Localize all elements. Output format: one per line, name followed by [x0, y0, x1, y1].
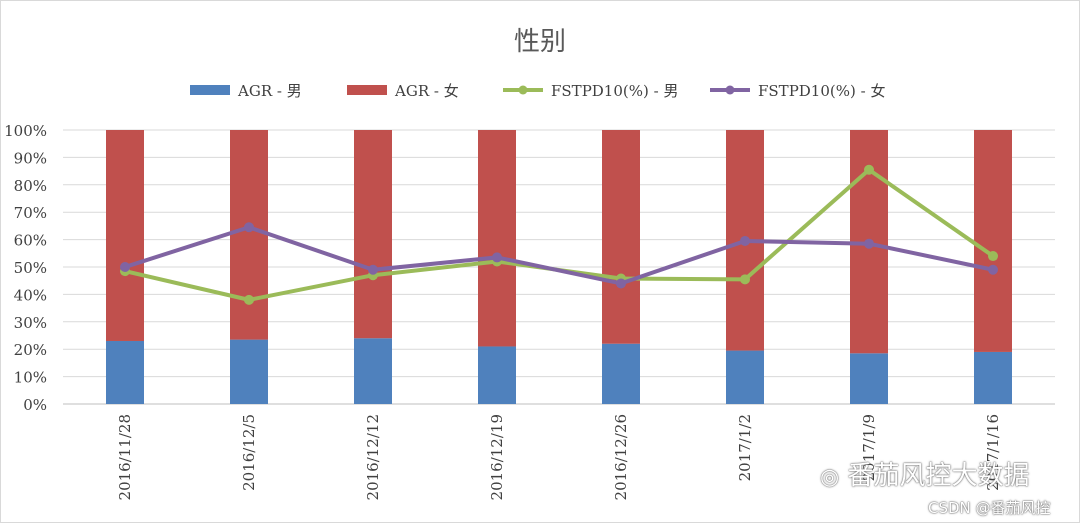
y-tick-label: 70%: [14, 204, 47, 222]
x-tick-label: 2016/12/5: [240, 414, 258, 491]
y-tick-label: 10%: [14, 369, 47, 387]
bar-segment-male: [478, 346, 516, 404]
bar-segment-male: [850, 353, 888, 404]
watermark: ◎ 番茄风控大数据: [820, 455, 1029, 492]
x-tick-label: 2016/12/12: [364, 414, 382, 500]
y-tick-label: 40%: [14, 286, 47, 304]
line-point-male: [740, 274, 750, 285]
legend-marker: [725, 85, 735, 95]
legend-label: FSTPD10(%) - 女: [758, 82, 885, 100]
bar-segment-male: [726, 350, 764, 404]
bar-segment-male: [230, 339, 268, 404]
x-tick-label: 2017/1/16: [984, 414, 1002, 491]
y-tick-label: 50%: [14, 259, 47, 277]
x-tick-label: 2017/1/9: [860, 414, 878, 481]
y-tick-label: 90%: [14, 149, 47, 167]
line-point-male: [864, 164, 874, 175]
watermark-main: 番茄风控大数据: [847, 461, 1030, 491]
watermark-sub: CSDN @番茄风控: [928, 499, 1051, 517]
legend-label: FSTPD10(%) - 男: [551, 82, 678, 100]
line-point-female: [120, 262, 130, 272]
line-point-female: [988, 264, 998, 275]
line-series-female: [123, 225, 995, 286]
line-point-female: [244, 222, 254, 233]
x-tick-label: 2016/12/26: [612, 414, 630, 500]
bar-segment-female: [230, 130, 268, 340]
legend-swatch-agr-male: [190, 85, 230, 95]
y-tick-label: 60%: [14, 232, 47, 250]
y-tick-label: 80%: [14, 177, 47, 195]
legend-swatch-agr-female: [347, 85, 387, 95]
x-tick-label: 2017/1/2: [736, 414, 754, 481]
line-point-male: [244, 294, 254, 305]
bar-segment-female: [478, 130, 516, 347]
y-tick-label: 100%: [4, 122, 47, 140]
chart-title: 性别: [514, 27, 566, 57]
line-point-female: [616, 278, 626, 289]
bar-segment-female: [354, 130, 392, 339]
wechat-icon: ◎: [820, 465, 840, 490]
x-tick-label: 2016/12/19: [488, 414, 506, 500]
bar-segment-female: [974, 130, 1012, 352]
bar-segment-male: [106, 340, 144, 404]
bar-segment-male: [354, 338, 392, 404]
bar-segment-female: [106, 130, 144, 341]
legend-marker: [518, 85, 528, 95]
bar-segment-male: [974, 351, 1012, 404]
bar-segment-female: [602, 130, 640, 344]
line-point-female: [368, 264, 378, 275]
y-tick-label: 30%: [14, 314, 47, 332]
bar-segment-male: [602, 343, 640, 404]
line-point-male: [988, 251, 998, 262]
line-point-female: [492, 252, 502, 263]
legend-label: AGR - 女: [394, 82, 459, 100]
line-point-female: [740, 235, 750, 246]
y-tick-label: 0%: [23, 396, 47, 414]
legend-label: AGR - 男: [237, 82, 302, 100]
x-tick-label: 2016/11/28: [116, 414, 134, 500]
y-tick-label: 20%: [14, 341, 47, 359]
line-point-female: [864, 238, 874, 249]
